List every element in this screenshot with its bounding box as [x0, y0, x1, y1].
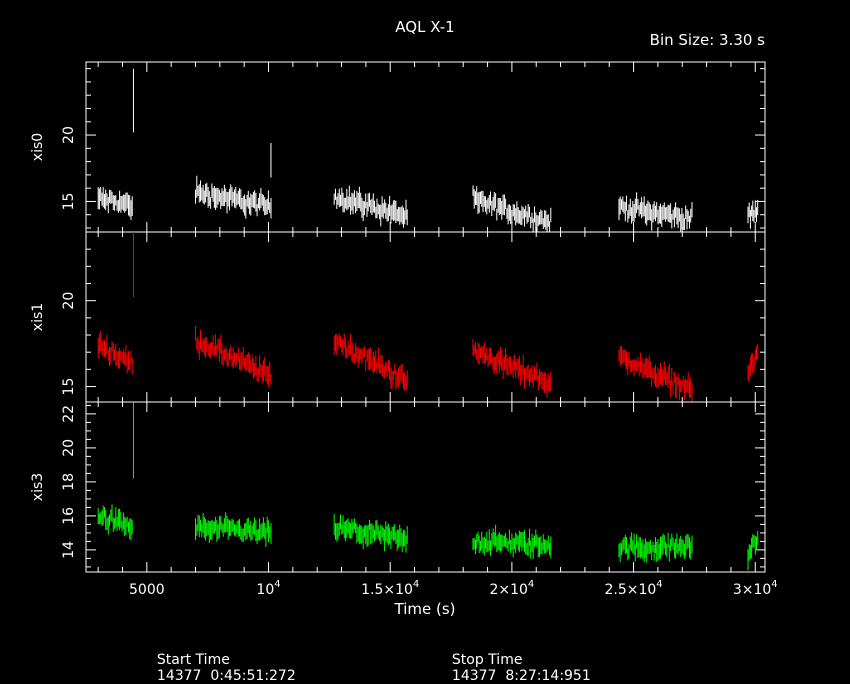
- x-tick-label: 3×104: [733, 579, 778, 598]
- y-tick-label: 15: [61, 193, 77, 211]
- y-tick-label: 22: [61, 405, 77, 423]
- data-segment: [472, 524, 552, 560]
- data-segment: [195, 512, 272, 548]
- x-tick-label: 5000: [129, 582, 165, 598]
- series-xis0: [97, 68, 759, 232]
- chart-title: AQL X-1: [395, 18, 454, 36]
- x-axis: 5000 104 1.5×104 2×104 2.5×104 3×104: [129, 579, 778, 598]
- panel-frame: [85, 401, 766, 573]
- data-segment: [333, 333, 408, 391]
- panel-xis3: 14 16 18 20 22 xis3: [30, 401, 766, 573]
- start-time: Start Time 14377 0:45:51:272: [148, 636, 296, 684]
- y-tick-label: 15: [61, 378, 77, 396]
- y-tick-label: 16: [61, 507, 77, 525]
- y-tick-label: 14: [61, 541, 77, 559]
- data-segment: [618, 192, 693, 232]
- data-segment: [747, 531, 759, 571]
- y-tick-label: 20: [61, 126, 77, 144]
- data-segment: [333, 514, 408, 553]
- y-axis-label: xis3: [30, 473, 46, 501]
- data-segment: [747, 199, 759, 229]
- data-segment: [195, 175, 272, 219]
- data-segment: [472, 339, 552, 398]
- x-tick-label: 1.5×104: [361, 579, 419, 598]
- panel-xis1: 15 20 xis1: [30, 231, 766, 403]
- data-segment: [97, 186, 133, 220]
- panels-group: 15 20 xis0 15 20 xis1 14 16 18 20 22 xis3: [30, 61, 766, 573]
- stop-time-value: 14377 8:27:14:951: [451, 668, 591, 684]
- data-segment: [618, 345, 693, 402]
- stop-time-label: Stop Time: [451, 652, 523, 668]
- data-segment: [195, 325, 272, 387]
- y-axis-label: xis0: [30, 133, 46, 161]
- x-tick-label: 104: [256, 579, 280, 598]
- x-axis-label: Time (s): [394, 600, 456, 618]
- series-xis1: [97, 232, 759, 402]
- y-tick-label: 18: [61, 473, 77, 491]
- start-time-value: 14377 0:45:51:272: [156, 668, 296, 684]
- start-time-label: Start Time: [156, 652, 230, 668]
- bin-size-label: Bin Size: 3.30 s: [650, 31, 766, 49]
- data-segment: [618, 532, 693, 563]
- data-segment: [97, 504, 133, 541]
- stop-time: Stop Time 14377 8:27:14:951: [443, 636, 591, 684]
- series-xis3: [97, 402, 759, 571]
- y-tick-label: 20: [61, 439, 77, 457]
- y-axis-label: xis1: [30, 303, 46, 331]
- x-tick-label: 2.5×104: [604, 579, 662, 598]
- data-segment: [747, 343, 759, 383]
- panel-xis0: 15 20 xis0: [30, 61, 766, 233]
- y-tick-label: 20: [61, 292, 77, 310]
- data-segment: [97, 331, 133, 375]
- data-segment: [333, 185, 408, 228]
- data-segment: [472, 185, 552, 232]
- x-tick-label: 2×104: [489, 579, 534, 598]
